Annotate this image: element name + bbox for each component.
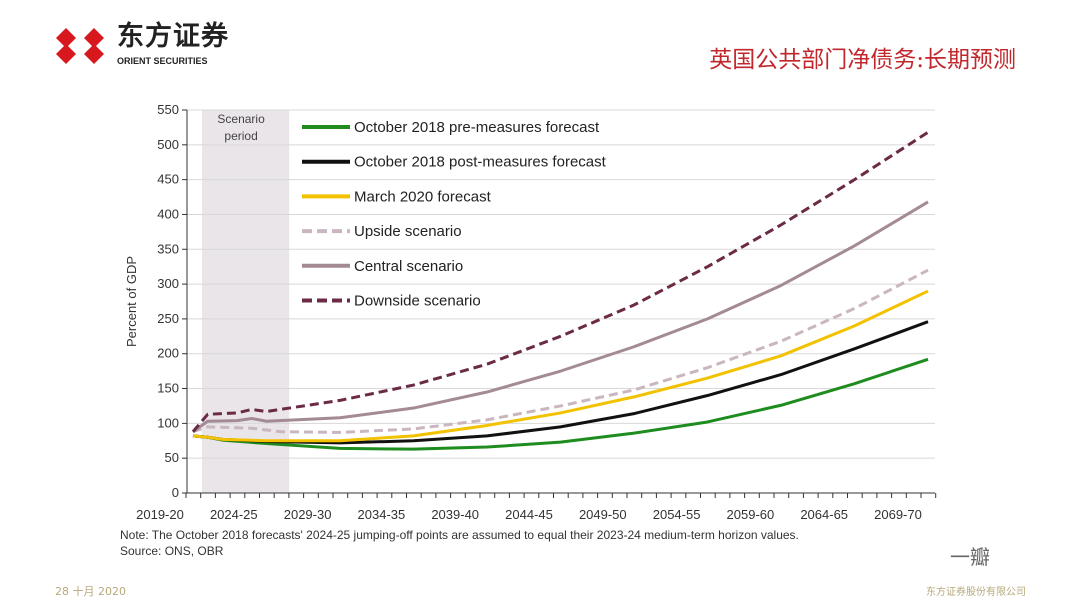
scenario-period-label: period — [224, 129, 257, 143]
series-line-5 — [191, 131, 929, 433]
footer-company: 东方证券股份有限公司 — [926, 587, 1026, 598]
x-tick-label: 2034-35 — [358, 507, 406, 522]
y-tick-label: 50 — [165, 450, 179, 465]
orient-securities-logo — [56, 28, 104, 64]
series-line-3 — [192, 268, 929, 434]
y-tick-label: 200 — [157, 346, 179, 361]
watermark: 一瓣 — [950, 545, 990, 569]
logo-text-en: ORIENT SECURITIES — [117, 56, 208, 66]
note-text: Note: The October 2018 forecasts' 2024-2… — [120, 528, 799, 542]
x-tick-label: 2044-45 — [505, 507, 553, 522]
y-tick-label: 550 — [157, 102, 179, 117]
x-tick-label: 2069-70 — [874, 507, 922, 522]
legend-label: Downside scenario — [354, 293, 481, 310]
series-line-0 — [192, 357, 929, 451]
legend-label: Upside scenario — [354, 223, 462, 240]
scenario-period-label: Scenario — [217, 112, 265, 126]
x-tick-label: 2029-30 — [284, 507, 332, 522]
legend-label: October 2018 pre-measures forecast — [354, 119, 600, 136]
slide-title: 英国公共部门净债务:长期预测 — [709, 47, 1016, 73]
chart-notes: Note: The October 2018 forecasts' 2024-2… — [120, 527, 799, 559]
y-tick-label: 0 — [172, 485, 179, 500]
series-line-4 — [192, 200, 929, 433]
x-tick-label: 2039-40 — [431, 507, 479, 522]
footer-date: 28 十月 2020 — [55, 585, 126, 598]
x-tick-label: 2019-20 — [136, 507, 184, 522]
y-tick-label: 450 — [157, 172, 179, 187]
x-tick-label: 2064-65 — [800, 507, 848, 522]
y-axis-label: Percent of GDP — [124, 256, 139, 347]
y-tick-label: 150 — [157, 381, 179, 396]
legend-label: March 2020 forecast — [354, 188, 492, 205]
x-tick-label: 2059-60 — [727, 507, 775, 522]
logo-text-cn: 东方证券 — [117, 21, 229, 52]
scenario-period-shade — [202, 110, 290, 493]
legend-label: October 2018 post-measures forecast — [354, 154, 607, 171]
x-tick-label: 2024-25 — [210, 507, 258, 522]
x-tick-label: 2054-55 — [653, 507, 701, 522]
x-tick-label: 2049-50 — [579, 507, 627, 522]
y-tick-label: 350 — [157, 241, 179, 256]
y-tick-label: 400 — [157, 206, 179, 221]
y-tick-label: 250 — [157, 311, 179, 326]
legend-label: Central scenario — [354, 258, 463, 275]
y-tick-label: 300 — [157, 276, 179, 291]
y-tick-label: 100 — [157, 415, 179, 430]
y-tick-label: 500 — [157, 137, 179, 152]
source-text: Source: ONS, OBR — [120, 544, 224, 558]
series-line-2 — [192, 289, 929, 443]
